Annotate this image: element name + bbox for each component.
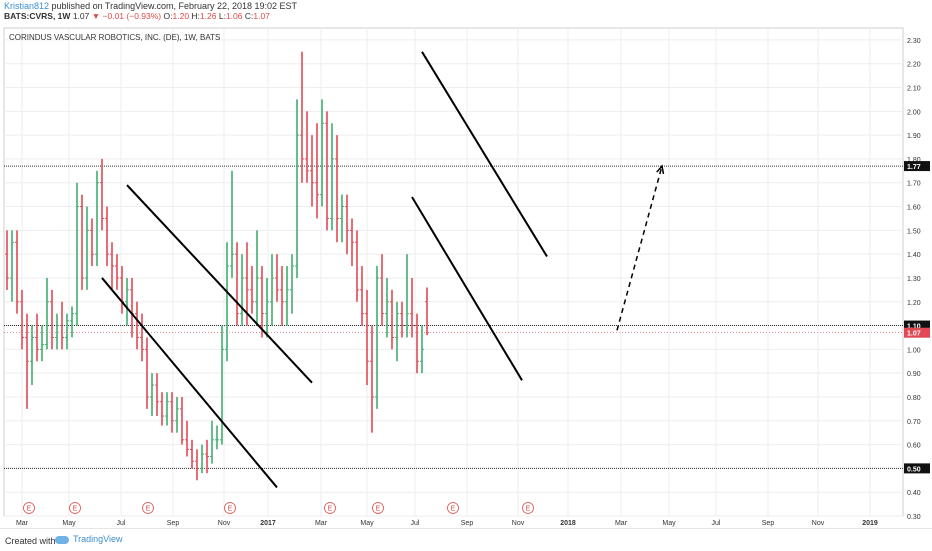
tradingview-logo[interactable]: TradingView — [55, 534, 123, 544]
footer: Created with TradingView — [0, 528, 932, 551]
y-tick-label: 1.60 — [907, 205, 921, 212]
earnings-marker-icon — [142, 502, 154, 514]
close-label: C: — [244, 11, 254, 21]
x-tick-label: Sep — [167, 520, 180, 527]
y-tick-label: 1.80 — [907, 157, 921, 164]
y-tick-label: 0.90 — [907, 371, 921, 378]
channel-upper-line — [421, 51, 548, 258]
earnings-marker-icon — [23, 502, 35, 514]
down-triangle-icon: ▼ — [91, 11, 101, 21]
y-tick-label: 2.00 — [907, 109, 921, 116]
y-tick-label: 2.30 — [907, 38, 921, 45]
open-label: O: — [163, 11, 173, 21]
y-tick-label: 2.20 — [907, 62, 921, 69]
earnings-marker-icon — [372, 502, 384, 514]
earnings-marker-label: E — [376, 506, 381, 513]
chart-title: CORINDUS VASCULAR ROBOTICS, INC. (DE), 1… — [9, 33, 220, 42]
y-tick-label: 1.50 — [907, 228, 921, 235]
channel-lower-line — [101, 277, 278, 489]
earnings-marker-icon — [324, 502, 336, 514]
tradingview-brand: TradingView — [73, 534, 123, 544]
created-with-label: Created with — [5, 536, 56, 546]
y-tick-label: 2.10 — [907, 86, 921, 93]
price-label: 1.77 — [907, 164, 921, 171]
earnings-marker-icon — [522, 502, 534, 514]
cloud-icon — [55, 535, 69, 544]
x-tick-label: Mar — [615, 520, 628, 527]
y-tick-label: 0.80 — [907, 395, 921, 402]
channel-upper-line — [126, 184, 313, 384]
arrowhead-icon — [656, 164, 665, 175]
close-value: 1.07 — [253, 11, 270, 21]
y-tick-label: 0.70 — [907, 419, 921, 426]
earnings-marker-label: E — [73, 506, 78, 513]
earnings-marker-icon — [224, 502, 236, 514]
price-label-box — [904, 327, 930, 338]
x-tick-label: May — [662, 520, 676, 527]
publish-info: published on TradingView.com, February 2… — [51, 1, 298, 11]
price-label-box — [904, 463, 930, 474]
low-label: L: — [218, 11, 226, 21]
publish-line: Kristian812 published on TradingView.com… — [4, 1, 297, 11]
low-value: 1.06 — [225, 11, 243, 21]
earnings-marker-icon — [69, 502, 81, 514]
high-label: H: — [191, 11, 200, 21]
ticker-label: BATS:CVRS, 1W — [4, 11, 71, 21]
last-price: 1.07 — [72, 11, 90, 21]
plot-area — [3, 27, 904, 517]
price-label: 1.07 — [907, 331, 921, 338]
y-tick-label: 1.30 — [907, 276, 921, 283]
x-tick-label: Nov — [218, 520, 231, 527]
x-tick-label: Sep — [762, 520, 775, 527]
earnings-marker-label: E — [451, 506, 456, 513]
channel-lower-line — [411, 196, 523, 381]
earnings-marker-label: E — [526, 506, 531, 513]
y-tick-label: 0.60 — [907, 443, 921, 450]
ohlc-legend: BATS:CVRS, 1W 1.07 ▼ −0.01 (−0.93%) O:1.… — [4, 11, 270, 21]
high-value: 1.26 — [199, 11, 217, 21]
author-link[interactable]: Kristian812 — [4, 1, 50, 11]
y-tick-label: 0.40 — [907, 490, 921, 497]
x-tick-label: 2017 — [260, 520, 276, 527]
price-label-box — [904, 161, 930, 172]
x-tick-label: Mar — [16, 520, 29, 527]
x-tick-label: May — [360, 520, 374, 527]
price-label: 1.10 — [907, 324, 921, 331]
price-chart[interactable]: 0.30 0.40 0.50 0.60 0.70 0.80 0.90 1.00 1.10 1.20… — [0, 0, 932, 528]
price-change: −0.01 (−0.93%) — [102, 11, 162, 21]
x-tick-label: Sep — [461, 520, 474, 527]
projection-arrow — [616, 165, 663, 331]
earnings-marker-label: E — [27, 506, 32, 513]
chart-header: Kristian812 published on TradingView.com… — [0, 0, 932, 21]
y-tick-label: 1.20 — [907, 300, 921, 307]
earnings-marker-icon — [447, 502, 459, 514]
y-tick-label: 1.40 — [907, 252, 921, 259]
open-value: 1.20 — [172, 11, 190, 21]
x-tick-label: 2019 — [862, 520, 878, 527]
price-label-box — [904, 320, 930, 331]
x-tick-label: Jul — [712, 520, 721, 527]
x-tick-label: Jul — [117, 520, 126, 527]
earnings-marker-label: E — [328, 506, 333, 513]
x-tick-label: Nov — [512, 520, 525, 527]
x-tick-label: Jul — [411, 520, 420, 527]
y-tick-label: 1.90 — [907, 133, 921, 140]
x-tick-label: Nov — [812, 520, 825, 527]
x-tick-label: May — [62, 520, 76, 527]
earnings-marker-label: E — [228, 506, 233, 513]
y-tick-label: 1.70 — [907, 181, 921, 188]
x-tick-label: 2018 — [560, 520, 576, 527]
x-tick-label: Mar — [315, 520, 328, 527]
earnings-marker-label: E — [146, 506, 151, 513]
price-label: 0.50 — [907, 466, 921, 473]
y-tick-label: 0.30 — [907, 514, 921, 521]
y-tick-label: 1.00 — [907, 347, 921, 354]
